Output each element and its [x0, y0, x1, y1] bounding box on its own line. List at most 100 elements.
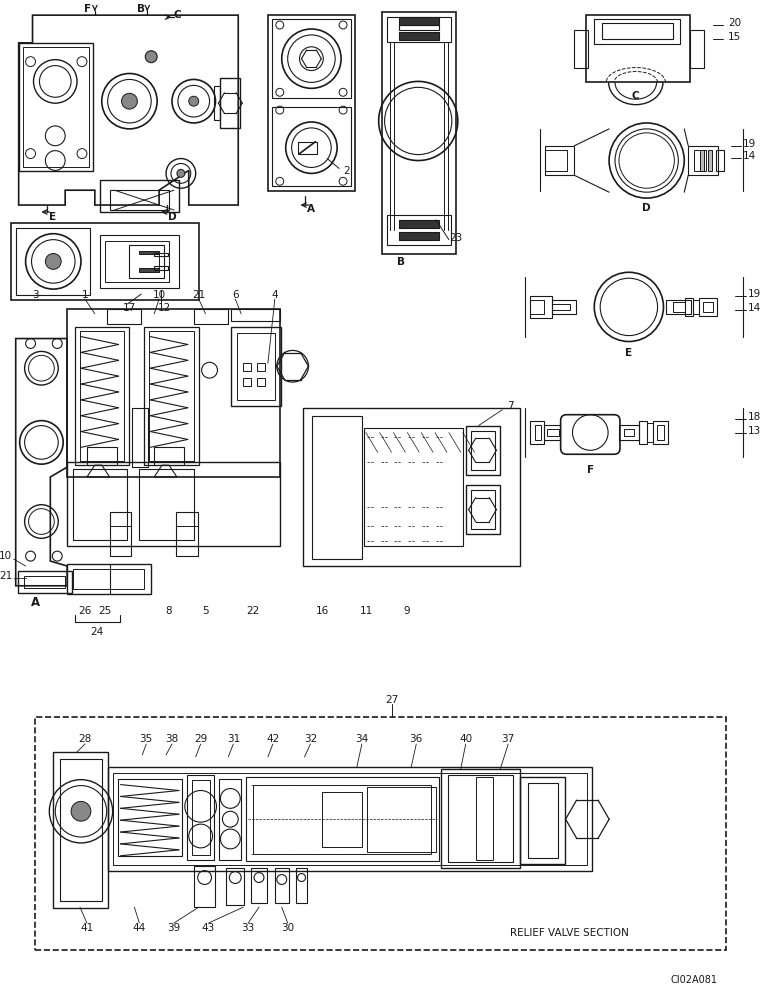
Bar — [253, 785, 431, 854]
Bar — [530, 300, 544, 314]
Bar — [251, 868, 267, 903]
Bar — [296, 868, 308, 903]
Bar — [364, 428, 463, 546]
Text: 15: 15 — [728, 32, 741, 42]
Bar — [545, 150, 566, 171]
Bar — [703, 302, 713, 312]
Text: 8: 8 — [166, 606, 173, 616]
Text: 2: 2 — [344, 166, 350, 176]
Bar — [220, 779, 241, 860]
Bar — [60, 759, 102, 901]
Bar — [24, 576, 65, 588]
Text: 10: 10 — [153, 290, 166, 300]
Bar — [11, 223, 198, 300]
Bar — [546, 429, 559, 436]
Text: F: F — [84, 4, 91, 14]
Bar — [716, 150, 724, 171]
Text: F: F — [587, 465, 594, 475]
Text: E: E — [49, 212, 56, 222]
Text: 19: 19 — [748, 289, 760, 299]
Bar — [139, 251, 159, 254]
Bar — [441, 769, 520, 868]
Bar — [520, 777, 565, 864]
Text: 16: 16 — [315, 606, 329, 616]
Bar — [132, 408, 148, 467]
Bar — [552, 304, 569, 310]
Bar — [657, 425, 664, 440]
Bar — [690, 30, 704, 68]
Bar — [448, 775, 513, 862]
Bar — [87, 447, 116, 465]
Text: 24: 24 — [90, 627, 103, 637]
Bar — [647, 423, 653, 442]
Text: 37: 37 — [502, 734, 515, 744]
Bar — [67, 564, 151, 594]
Bar — [154, 253, 168, 256]
Bar — [149, 331, 194, 461]
Bar — [67, 462, 280, 546]
Bar — [109, 190, 169, 210]
Text: 33: 33 — [242, 923, 255, 933]
Text: 6: 6 — [232, 290, 239, 300]
Text: 21: 21 — [0, 571, 12, 581]
Bar — [275, 868, 289, 903]
Bar — [100, 180, 179, 212]
Text: 25: 25 — [98, 606, 112, 616]
Bar — [708, 150, 712, 171]
Bar — [700, 150, 704, 171]
FancyBboxPatch shape — [561, 415, 620, 454]
Bar — [176, 512, 198, 556]
Text: 27: 27 — [385, 695, 398, 705]
Bar — [23, 47, 89, 167]
Bar — [220, 78, 240, 128]
Text: 9: 9 — [403, 606, 410, 616]
Bar — [268, 15, 355, 191]
Bar — [638, 421, 647, 444]
Text: 30: 30 — [281, 923, 294, 933]
Circle shape — [46, 253, 62, 269]
Bar — [257, 363, 265, 371]
Bar — [400, 232, 439, 240]
Text: 41: 41 — [81, 923, 93, 933]
Bar — [237, 333, 275, 400]
Circle shape — [145, 51, 157, 63]
Bar — [112, 773, 587, 865]
Bar — [139, 469, 194, 540]
Text: E: E — [625, 348, 632, 358]
Bar — [619, 425, 638, 440]
Text: 36: 36 — [410, 734, 423, 744]
Bar — [528, 783, 558, 858]
Bar — [322, 792, 362, 847]
Text: CI02A081: CI02A081 — [671, 975, 718, 985]
Bar — [17, 571, 72, 593]
Text: 20: 20 — [728, 18, 741, 28]
Bar — [100, 235, 179, 288]
Text: 38: 38 — [166, 734, 179, 744]
Text: 17: 17 — [123, 303, 136, 313]
Bar — [470, 490, 496, 529]
Bar — [575, 30, 588, 68]
Circle shape — [177, 169, 185, 177]
Text: 13: 13 — [748, 426, 760, 436]
Bar — [231, 309, 280, 321]
Bar — [400, 220, 439, 228]
Bar — [73, 569, 144, 589]
Bar — [594, 19, 680, 44]
Bar — [545, 146, 575, 175]
Bar — [139, 268, 159, 272]
Bar — [400, 32, 439, 40]
Text: 19: 19 — [743, 139, 756, 149]
Bar — [699, 298, 717, 316]
Bar — [312, 416, 362, 559]
Bar — [106, 309, 141, 324]
Bar — [552, 300, 577, 314]
Bar — [367, 787, 436, 852]
Bar — [673, 302, 686, 312]
Bar — [693, 300, 699, 314]
Circle shape — [122, 93, 138, 109]
Text: A: A — [31, 596, 40, 609]
Bar — [53, 752, 108, 908]
Text: 42: 42 — [266, 734, 280, 744]
Bar — [400, 25, 439, 30]
Text: 28: 28 — [78, 734, 91, 744]
